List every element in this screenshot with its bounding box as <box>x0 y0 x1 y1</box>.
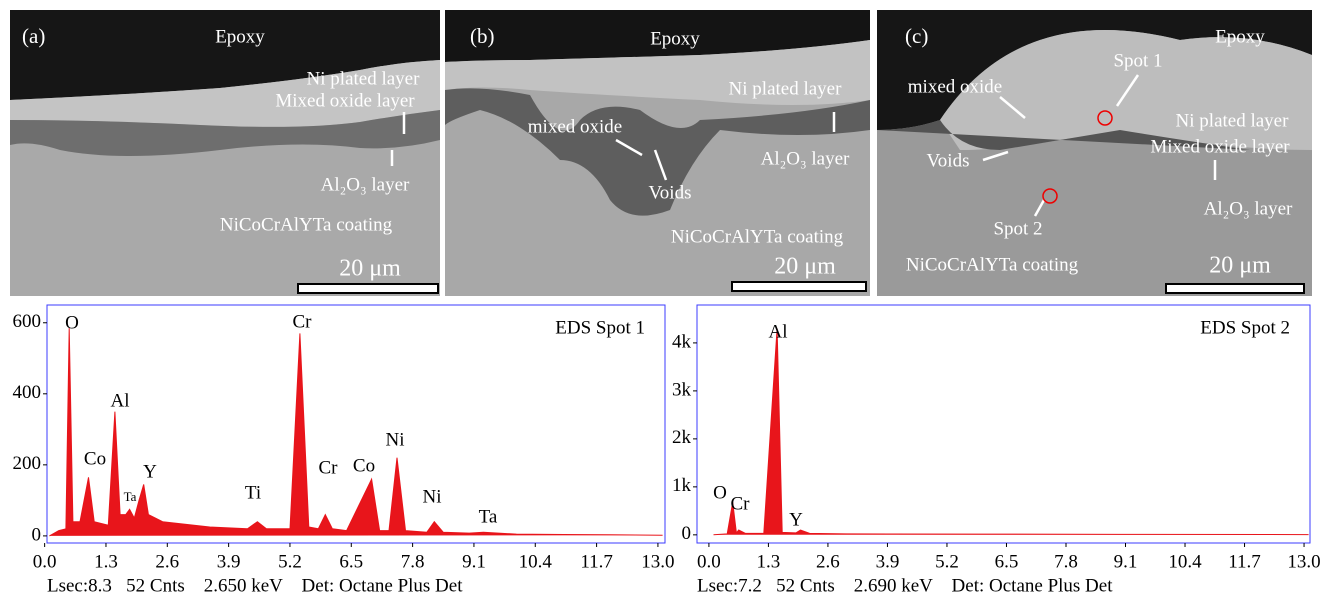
y-tick-label: 3k <box>672 379 692 400</box>
peak-label: Ti <box>245 482 261 503</box>
scale-bars <box>297 281 1305 294</box>
x-tick-label: 9.1 <box>1114 551 1138 572</box>
annotation: Ni plated layer <box>1176 110 1290 131</box>
peak-label: Co <box>84 448 106 469</box>
annotation: Spot 1 <box>1113 50 1162 71</box>
micrograph-b <box>445 10 870 296</box>
peak-label: Ni <box>423 486 442 507</box>
chart-title: EDS Spot 2 <box>1200 317 1290 338</box>
x-tick-label: 13.0 <box>1287 551 1320 572</box>
x-tick-label: 3.9 <box>876 551 900 572</box>
y-tick-label: 1k <box>672 475 692 496</box>
peak-label: Y <box>143 461 157 482</box>
x-tick-label: 9.1 <box>462 551 486 572</box>
peak-label: Cr <box>731 493 751 514</box>
y-tick-label: 200 <box>13 453 42 474</box>
peak-label: Cr <box>319 457 339 478</box>
x-tick-label: 6.5 <box>995 551 1019 572</box>
x-tick-label: 7.8 <box>401 551 425 572</box>
panel-label: (a) <box>22 24 45 48</box>
micrograph-a <box>10 10 440 296</box>
x-tick-label: 10.4 <box>1168 551 1202 572</box>
annotation: mixed oxide <box>528 116 622 137</box>
y-tick-label: 0 <box>682 523 692 544</box>
chart-title: EDS Spot 1 <box>555 317 645 338</box>
micrograph-c <box>877 10 1312 296</box>
x-tick-label: 10.4 <box>519 551 553 572</box>
annotation: Al₂O₃ layer <box>321 174 410 195</box>
x-tick-label: 0.0 <box>697 551 721 572</box>
x-tick-label: 2.6 <box>155 551 179 572</box>
peak-label: O <box>65 312 79 333</box>
annotation: Ni plated layer <box>307 68 421 89</box>
annotation: Al₂O₃ layer <box>761 148 850 169</box>
peak-label: Ta <box>124 489 137 504</box>
annotation: Epoxy <box>215 26 265 47</box>
annotation: Mixed oxide layer <box>275 90 415 111</box>
x-tick-label: 13.0 <box>641 551 674 572</box>
spot-marker <box>1042 188 1058 204</box>
annotation-arrows <box>390 74 1217 217</box>
peak-label: Ni <box>386 429 405 450</box>
peak-label: O <box>713 482 727 503</box>
peak-label: Cr <box>293 311 313 332</box>
x-tick-label: 1.3 <box>757 551 781 572</box>
annotation: Mixed oxide layer <box>1150 136 1290 157</box>
plot-frame <box>46 304 666 544</box>
x-tick-label: 2.6 <box>816 551 840 572</box>
x-tick-label: 1.3 <box>94 551 118 572</box>
x-tick-label: 11.7 <box>1228 551 1261 572</box>
spectrum <box>713 328 1309 536</box>
annotation: Voids <box>649 182 692 203</box>
peak-label: Al <box>111 390 130 411</box>
x-tick-label: 7.8 <box>1054 551 1078 572</box>
annotation: NiCoCrAlYTa coating <box>671 226 844 247</box>
x-tick-label: 11.7 <box>580 551 613 572</box>
annotation: NiCoCrAlYTa coating <box>220 214 393 235</box>
annotation: Epoxy <box>1215 26 1265 47</box>
scale-label: 20 μm <box>339 256 401 282</box>
panel-label: (c) <box>905 24 928 48</box>
annotation: NiCoCrAlYTa coating <box>906 254 1079 275</box>
annotation: Voids <box>927 150 970 171</box>
y-tick-label: 4k <box>672 331 692 352</box>
peak-label: Co <box>353 455 375 476</box>
x-tick-label: 0.0 <box>33 551 57 572</box>
annotation: Al₂O₃ layer <box>1204 198 1293 219</box>
plot-frame <box>696 304 1311 544</box>
annotation: Spot 2 <box>993 218 1042 239</box>
spot-marker <box>1097 110 1113 126</box>
annotation: Ni plated layer <box>729 78 843 99</box>
y-tick-label: 400 <box>13 382 42 403</box>
annotation: Epoxy <box>650 28 700 49</box>
scale-label: 20 μm <box>1209 253 1271 279</box>
x-tick-label: 3.9 <box>217 551 241 572</box>
annotation: mixed oxide <box>908 76 1002 97</box>
spectrum <box>49 328 663 537</box>
peak-label: Al <box>769 321 788 342</box>
x-tick-label: 6.5 <box>339 551 363 572</box>
y-tick-label: 0 <box>32 524 42 545</box>
y-tick-label: 600 <box>13 311 42 332</box>
x-tick-label: 5.2 <box>935 551 959 572</box>
y-tick-label: 2k <box>672 427 692 448</box>
panel-label: (b) <box>470 24 495 48</box>
scale-label: 20 μm <box>774 254 836 280</box>
x-tick-label: 5.2 <box>278 551 302 572</box>
chart-footer: Lsec:8.3 52 Cnts 2.650 keV Det: Octane P… <box>47 575 463 596</box>
peak-label: Y <box>789 509 803 530</box>
peak-label: Ta <box>479 506 498 527</box>
chart-footer: Lsec:7.2 52 Cnts 2.690 keV Det: Octane P… <box>697 575 1113 596</box>
